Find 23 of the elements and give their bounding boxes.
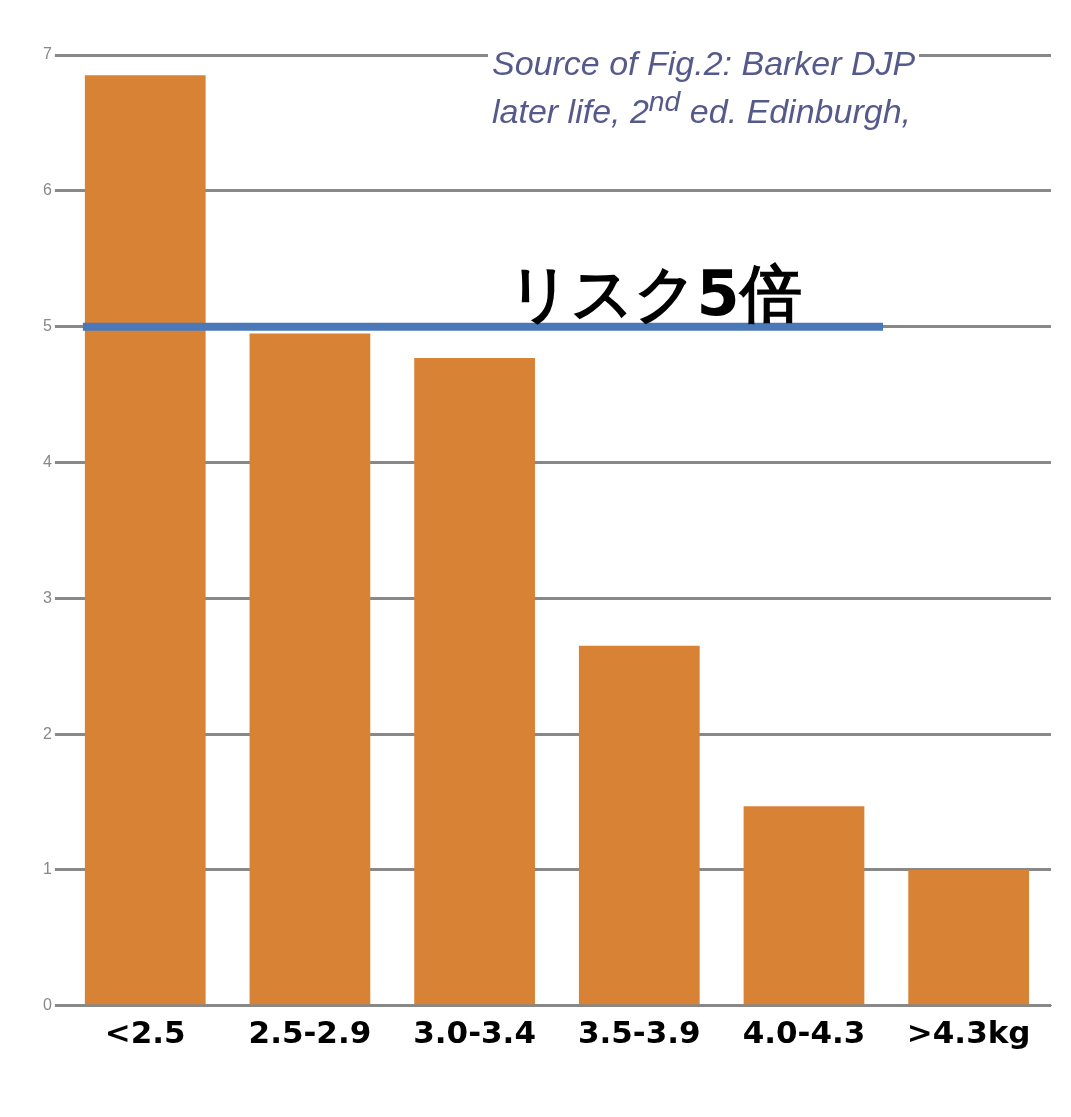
y-tick-label: 4	[42, 452, 52, 470]
bar	[743, 806, 865, 1005]
y-tick-label: 5	[42, 317, 52, 335]
bar	[249, 333, 371, 1005]
annotation: Source of Fig.2: Barker DJP	[492, 44, 916, 82]
x-tick-label: <2.5	[104, 1014, 186, 1051]
y-tick-label: 6	[42, 181, 52, 199]
bar	[414, 357, 535, 1005]
y-tick-label: 1	[42, 860, 52, 878]
y-tick-label: 0	[42, 996, 52, 1014]
x-tick-label: 3.0-3.4	[413, 1014, 536, 1051]
x-tick-label: 4.0-4.3	[742, 1014, 866, 1051]
ref-line-label: リスク5倍	[507, 256, 802, 330]
bar	[908, 869, 1030, 1005]
x-tick-label: 2.5-2.9	[248, 1014, 372, 1051]
y-tick-label: 7	[42, 45, 52, 63]
y-tick-label: 2	[42, 724, 52, 742]
bar	[578, 645, 700, 1005]
bar	[84, 75, 206, 1005]
x-tick-label: 3.5-3.9	[577, 1014, 701, 1051]
x-tick-label: >4.3kg	[906, 1014, 1031, 1051]
y-tick-label: 3	[42, 588, 52, 606]
annotation: later life, 2$^{nd}$ ed. Edinburgh,	[492, 84, 912, 131]
